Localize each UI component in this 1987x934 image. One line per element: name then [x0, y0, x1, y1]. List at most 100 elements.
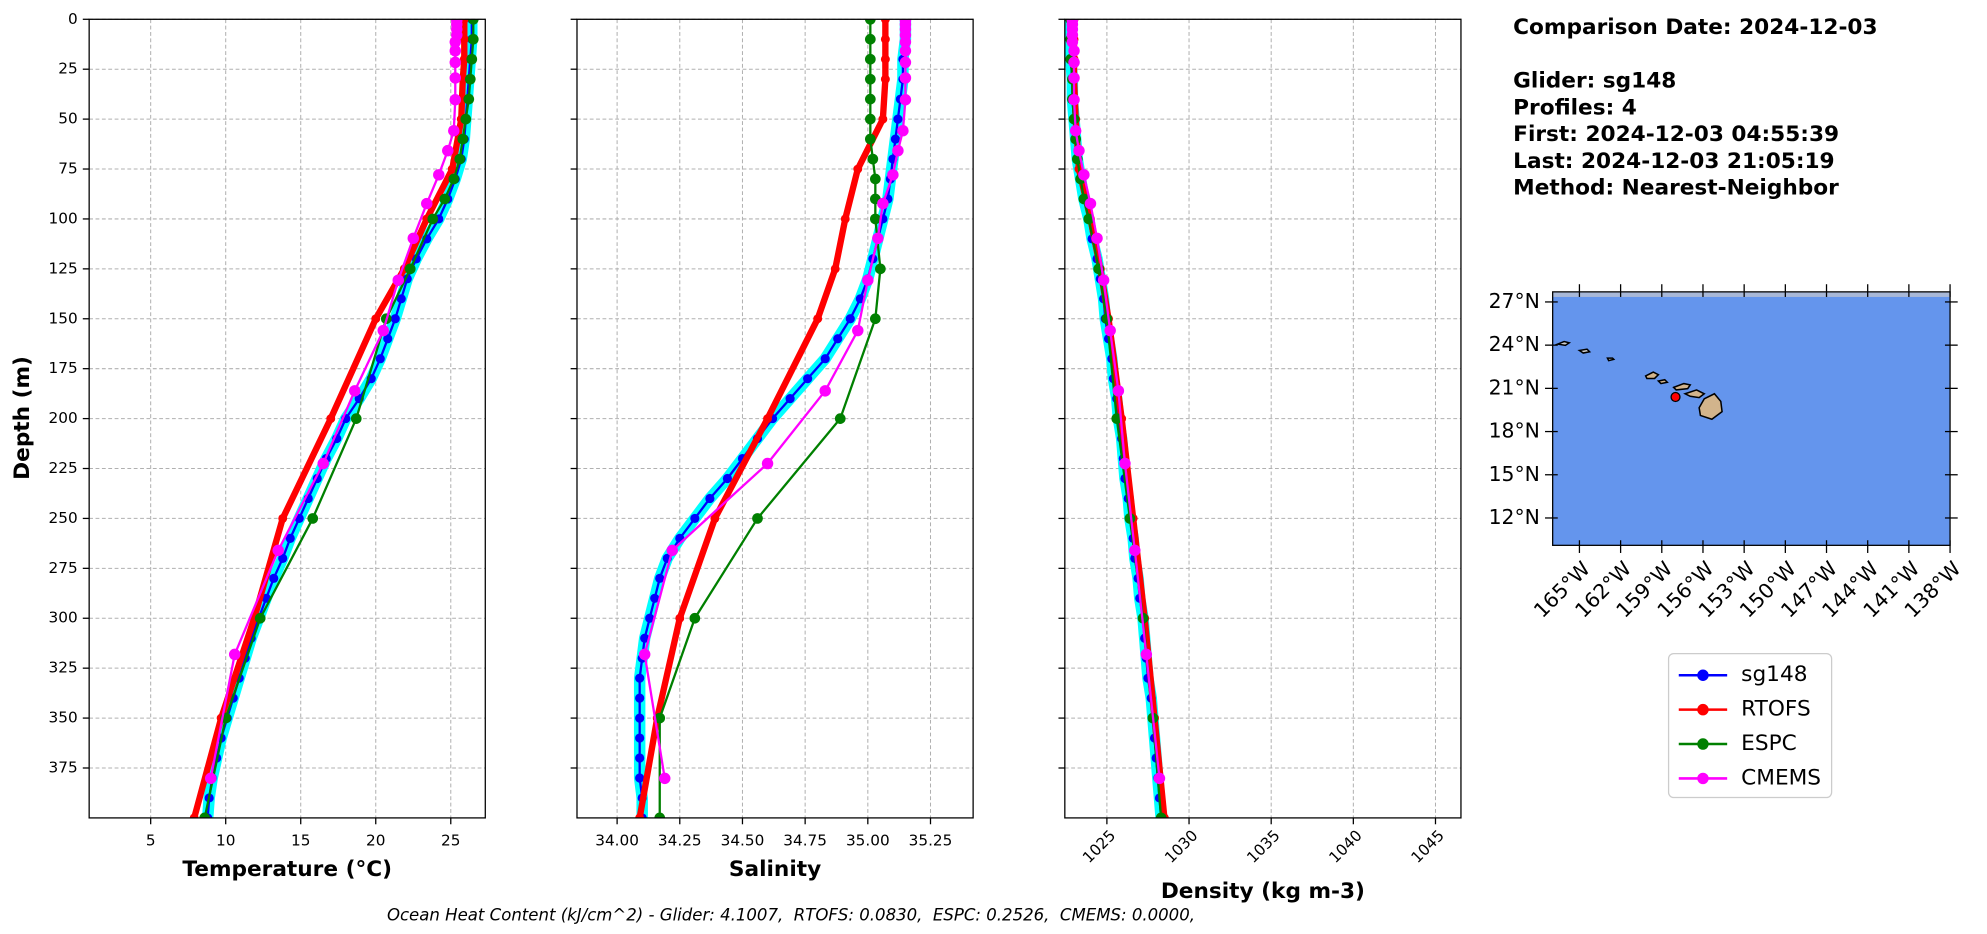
profile-point — [887, 169, 899, 181]
profile-point — [635, 753, 645, 763]
profile-point — [1078, 169, 1090, 181]
profile-point — [1104, 324, 1116, 337]
profile-point — [852, 324, 864, 337]
profile-point — [899, 72, 912, 84]
profile-point — [834, 413, 846, 424]
profile-point — [1073, 144, 1085, 157]
y-tick-label: 350 — [49, 709, 78, 727]
legend-label: RTOFS — [1741, 697, 1811, 722]
profile-point — [1112, 385, 1125, 397]
x-tick-label: 20 — [366, 831, 385, 849]
y-tick-label: 225 — [49, 459, 78, 477]
profile-point — [396, 294, 406, 304]
profile-point — [433, 169, 445, 181]
profile-point — [1068, 56, 1080, 69]
x-tick-label: 25 — [441, 831, 460, 849]
island — [1698, 392, 1723, 421]
info-line: Method: Nearest-Neighbor — [1513, 176, 1839, 201]
profile-point — [645, 613, 655, 623]
x-axis-label: Density (kg m-3) — [1161, 879, 1365, 904]
profile-point — [761, 457, 774, 470]
profile-point — [867, 153, 879, 165]
island — [1656, 378, 1669, 385]
profile-point — [1091, 232, 1103, 245]
profile-point — [845, 314, 855, 324]
profile-point — [899, 94, 912, 106]
profile-point — [864, 19, 876, 25]
profile-point — [635, 673, 645, 683]
x-tick-label: 35.00 — [846, 831, 890, 849]
profile-point — [872, 232, 884, 245]
profile-point — [278, 513, 288, 523]
profile-point — [892, 144, 904, 157]
profile-point — [666, 544, 678, 557]
plot-area — [633, 19, 912, 818]
profile-point — [285, 533, 295, 543]
profile-point — [880, 34, 890, 44]
y-axis-label: Depth (m) — [10, 356, 35, 480]
profile-point — [875, 263, 886, 275]
profile-point — [447, 164, 457, 174]
profile-point — [189, 813, 199, 818]
profile-point — [269, 573, 279, 583]
profile-point — [317, 457, 329, 470]
profile-point — [722, 473, 733, 484]
map-edge — [1552, 291, 1951, 297]
profile-point — [862, 274, 874, 286]
x-tick-label: 15 — [291, 831, 310, 849]
profile-point — [1129, 544, 1141, 557]
island — [1554, 340, 1572, 347]
plot-area — [1065, 19, 1169, 818]
glider-position — [1670, 391, 1681, 403]
profile-point — [650, 593, 660, 603]
profile-point — [466, 53, 478, 65]
profile-point — [1068, 72, 1080, 84]
profile-point — [272, 544, 284, 557]
profile-point — [407, 232, 419, 245]
profile-point — [1101, 313, 1113, 325]
profile-point — [819, 385, 831, 397]
y-tick-label: 150 — [49, 309, 78, 327]
profile-point — [890, 134, 900, 144]
profile-point — [383, 334, 393, 344]
x-axis-label: Salinity — [729, 857, 821, 882]
axes-frame — [576, 18, 974, 819]
y-tick-label: 125 — [49, 259, 78, 277]
profile-point — [877, 197, 889, 210]
legend-marker — [1697, 772, 1709, 785]
profile-point — [421, 197, 433, 210]
profile-point — [705, 493, 715, 504]
y-tick-label: 100 — [49, 209, 78, 227]
profile-point — [199, 812, 211, 818]
profile-point — [864, 53, 876, 65]
map-y-tick-label: 24°N — [1489, 332, 1540, 356]
profile-point — [655, 573, 665, 583]
profile-point — [459, 54, 469, 64]
profile-point — [635, 713, 645, 723]
axes-frame — [1064, 18, 1462, 819]
info-line: First: 2024-12-03 04:55:39 — [1513, 122, 1839, 147]
x-tick-label: 34.50 — [721, 831, 765, 849]
profile-point — [448, 124, 460, 137]
profile-point — [659, 772, 671, 785]
profile-point — [392, 274, 404, 286]
legend-marker — [1697, 669, 1709, 681]
profile-point — [864, 73, 876, 85]
profile-point — [654, 812, 666, 818]
profile-point — [467, 19, 479, 25]
profile-point — [449, 72, 462, 84]
info-line: Profiles: 4 — [1513, 95, 1637, 120]
profile-point — [880, 54, 890, 64]
plot-area — [189, 19, 479, 818]
profile-point — [840, 214, 850, 224]
profile-point — [763, 414, 772, 424]
profile-point — [1111, 413, 1123, 424]
profile-point — [449, 45, 462, 57]
profile-point — [635, 813, 645, 818]
legend-frame — [1667, 652, 1833, 799]
legend-label: sg148 — [1741, 662, 1807, 687]
profile-point — [880, 74, 890, 84]
profile-point — [457, 133, 469, 145]
